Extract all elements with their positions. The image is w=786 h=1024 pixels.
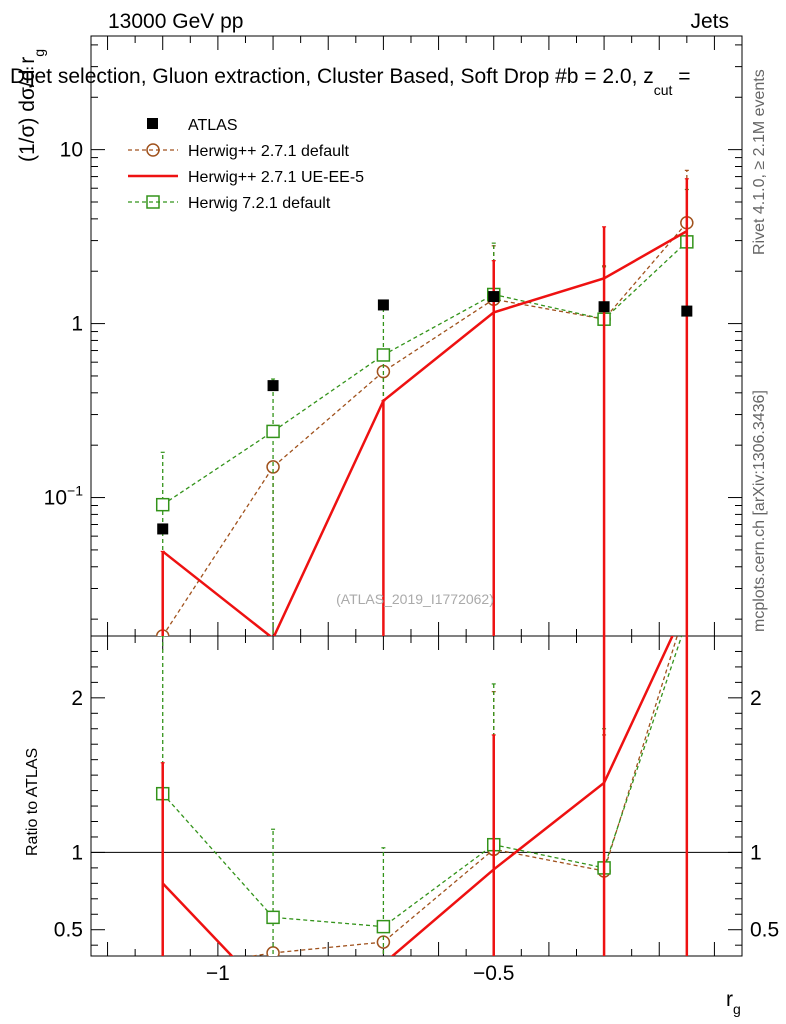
atlas-point xyxy=(681,305,693,317)
h271ue-ratio-line xyxy=(161,636,674,956)
h271def-ratio-line xyxy=(248,636,678,956)
atlas-point xyxy=(598,301,610,313)
main-y-tick-label: 1 xyxy=(71,313,83,336)
legend-atlas-marker xyxy=(147,118,158,129)
plot-title-sub: cut xyxy=(654,82,673,98)
mcplots-label: mcplots.cern.ch [arXiv:1306.3436] xyxy=(751,390,768,632)
ratio-y-axis-label: Ratio to ATLAS xyxy=(24,748,41,856)
plot-title: Dijet selection, Gluon extraction, Clust… xyxy=(10,65,691,98)
ratio-y-tick-label-right: 0.5 xyxy=(750,919,779,942)
main-y-tick-label-base: 10 xyxy=(44,487,67,510)
header-energy: 13000 GeV pp xyxy=(108,10,243,33)
ratio-y-tick-label-right: 2 xyxy=(750,687,762,710)
main-y-tick-label: 10 xyxy=(60,139,83,162)
h271def-ratio-point xyxy=(157,964,169,976)
legend-h271def-label: Herwig++ 2.7.1 default xyxy=(188,143,350,160)
h721-main-point xyxy=(266,424,280,439)
rivet-label: Rivet 4.1.0, ≥ 2.1M events xyxy=(751,69,768,255)
h721-ratio-line xyxy=(162,636,683,928)
atlas-point xyxy=(157,523,169,535)
main-y-axis-label: (1/σ) dσ/d rg xyxy=(16,49,47,162)
ratio-series-group xyxy=(155,636,689,976)
h721-main-line xyxy=(162,241,688,506)
legend: ATLAS Herwig++ 2.7.1 default Herwig++ 2.… xyxy=(128,117,364,212)
atlas-point xyxy=(267,380,279,392)
h271ue-main-line xyxy=(161,230,688,636)
legend-h721-marker xyxy=(146,195,160,209)
main-y-axis-label-sub: g xyxy=(31,49,47,57)
ratio-y-tick-label-right: 1 xyxy=(750,841,762,864)
header-jets: Jets xyxy=(690,10,729,33)
legend-h271def-marker xyxy=(146,143,160,157)
main-y-axis-label-text: (1/σ) dσ/d r xyxy=(16,57,39,162)
main-y-tick-label-exp: −1 xyxy=(67,483,83,499)
h271def-main-line xyxy=(162,222,688,636)
main-series-group xyxy=(155,169,694,636)
h721-ratio-point xyxy=(376,919,391,934)
h721-ratio-point xyxy=(266,910,280,925)
plot-title-main: Dijet selection, Gluon extraction, Clust… xyxy=(10,65,654,88)
x-axis-label-text: r xyxy=(726,988,733,1011)
legend-atlas-label: ATLAS xyxy=(188,117,238,134)
ratio-y-tick-label: 1 xyxy=(71,841,83,864)
x-axis-label: rg xyxy=(726,988,741,1017)
h721-main-point xyxy=(155,497,170,512)
atlas-point xyxy=(488,291,500,303)
h721-main-point xyxy=(376,348,391,362)
main-y-tick-label: 10−1 xyxy=(44,483,84,510)
legend-h721-label: Herwig 7.2.1 default xyxy=(188,195,331,212)
x-tick-label: −0.5 xyxy=(473,962,514,985)
ratio-y-tick-label: 2 xyxy=(71,687,83,710)
ratio-panel-frame xyxy=(90,635,743,957)
legend-h271ue-label: Herwig++ 2.7.1 UE-EE-5 xyxy=(188,169,364,186)
plot-title-tail: = xyxy=(672,65,690,88)
ratio-y-tick-label: 0.5 xyxy=(54,919,83,942)
analysis-watermark: (ATLAS_2019_I1772062) xyxy=(336,591,494,607)
atlas-point xyxy=(377,299,389,311)
x-axis-label-sub: g xyxy=(733,1001,741,1017)
x-tick-label: −1 xyxy=(206,962,230,985)
